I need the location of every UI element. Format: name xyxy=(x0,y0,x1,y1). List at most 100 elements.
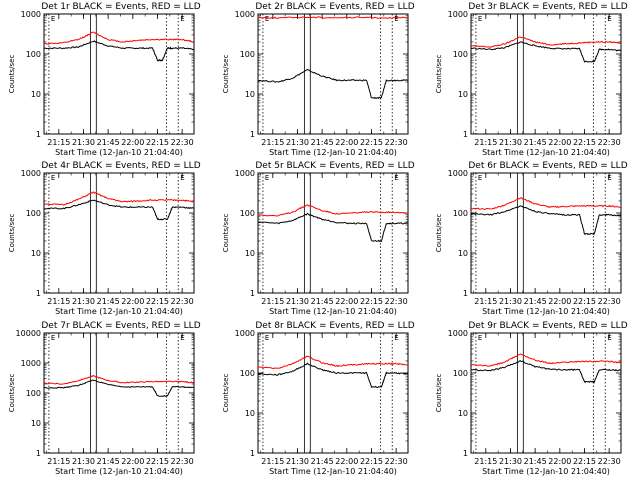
plot-frame xyxy=(43,172,195,294)
y-tick-label: 1000 xyxy=(235,329,255,338)
series-lld-line xyxy=(470,197,622,210)
x-tick-label: 22:30 xyxy=(385,457,408,466)
y-axis-label: Counts/sec xyxy=(8,214,16,253)
y-axis-label: Counts/sec xyxy=(222,214,230,253)
panel-title: Det 8r BLACK = Events, RED = LLD xyxy=(255,321,414,331)
x-tick-label: 21:45 xyxy=(311,138,334,147)
x-tick-label: 21:15 xyxy=(474,457,497,466)
y-tick-label: 1 xyxy=(250,449,255,458)
x-tick-label: 21:45 xyxy=(97,138,120,147)
x-tick-label: 21:45 xyxy=(97,297,120,306)
marker-label: E xyxy=(478,15,482,23)
x-tick-label: 22:00 xyxy=(121,457,144,466)
x-tick-label: 22:30 xyxy=(385,297,408,306)
panel-title: Det 1r BLACK = Events, RED = LLD xyxy=(41,2,200,12)
y-tick-label: 1 xyxy=(36,449,41,458)
y-tick-label: 10 xyxy=(31,249,41,258)
y-tick-label: 1 xyxy=(463,289,468,298)
x-tick-label: 22:00 xyxy=(335,457,358,466)
series-lld-line xyxy=(43,375,195,385)
series-events-line xyxy=(257,69,409,100)
panel-title: Det 7r BLACK = Events, RED = LLD xyxy=(41,321,200,331)
series-events-line xyxy=(43,199,195,221)
x-tick-label: 21:30 xyxy=(286,297,309,306)
x-tick-label: 21:45 xyxy=(524,138,547,147)
series-events-line xyxy=(43,40,195,62)
y-tick-label: 100 xyxy=(26,209,41,218)
y-axis-label: Counts/sec xyxy=(222,55,230,94)
x-tick-label: 21:30 xyxy=(72,457,95,466)
x-axis-label: Start Time (12-Jan-10 21:04:40) xyxy=(482,148,610,157)
series-lld-line xyxy=(470,36,622,48)
series-lld-line xyxy=(43,191,195,206)
panel-8: Det 8r BLACK = Events, RED = LLDEE110100… xyxy=(222,321,415,476)
marker-label: E xyxy=(51,174,55,182)
x-tick-label: 22:00 xyxy=(548,138,571,147)
y-axis-label: Counts/sec xyxy=(435,374,443,413)
y-tick-label: 1 xyxy=(463,449,468,458)
y-tick-label: 10 xyxy=(458,90,468,99)
plot-frame xyxy=(43,13,195,135)
x-tick-label: 21:30 xyxy=(286,457,309,466)
series-events-line xyxy=(257,212,409,242)
series-events-line xyxy=(470,205,622,236)
y-tick-label: 1000 xyxy=(21,10,41,19)
x-tick-label: 21:15 xyxy=(261,457,284,466)
x-tick-label: 22:30 xyxy=(598,297,621,306)
x-tick-label: 22:30 xyxy=(171,297,194,306)
series-lld-line xyxy=(257,355,409,370)
panel-1: Det 1r BLACK = Events, RED = LLDEE110100… xyxy=(8,2,201,157)
y-axis-label: Counts/sec xyxy=(8,374,16,413)
y-axis-label: Counts/sec xyxy=(435,55,443,94)
x-tick-label: 22:30 xyxy=(598,138,621,147)
x-tick-label: 22:15 xyxy=(146,457,169,466)
series-lld-line xyxy=(470,353,622,367)
y-tick-label: 1 xyxy=(463,130,468,139)
panel-5: Det 5r BLACK = Events, RED = LLDEE110100… xyxy=(222,161,415,316)
x-tick-label: 21:30 xyxy=(499,138,522,147)
series-events-line xyxy=(470,41,622,63)
x-tick-label: 21:15 xyxy=(47,138,70,147)
y-tick-label: 1000 xyxy=(448,329,468,338)
x-axis-label: Start Time (12-Jan-10 21:04:40) xyxy=(55,148,183,157)
y-tick-label: 10 xyxy=(31,419,41,428)
marker-label: E xyxy=(51,15,55,23)
panel-title: Det 6r BLACK = Events, RED = LLD xyxy=(468,161,627,171)
x-tick-label: 22:30 xyxy=(598,457,621,466)
y-tick-label: 10 xyxy=(31,90,41,99)
x-tick-label: 21:15 xyxy=(474,297,497,306)
panel-title: Det 4r BLACK = Events, RED = LLD xyxy=(41,161,200,171)
series-events-line xyxy=(43,379,195,397)
marker-label: E xyxy=(51,334,55,342)
x-tick-label: 21:30 xyxy=(286,138,309,147)
x-tick-label: 22:15 xyxy=(360,138,383,147)
x-tick-label: 22:15 xyxy=(146,297,169,306)
y-tick-label: 100 xyxy=(26,389,41,398)
marker-label: E xyxy=(478,334,482,342)
panel-3: Det 3r BLACK = Events, RED = LLDEE110100… xyxy=(435,2,628,157)
y-tick-label: 10 xyxy=(245,249,255,258)
y-tick-label: 10 xyxy=(458,409,468,418)
series-events-line xyxy=(470,360,622,384)
marker-label: E xyxy=(265,15,269,23)
x-tick-label: 22:15 xyxy=(146,138,169,147)
y-tick-label: 1 xyxy=(250,289,255,298)
x-tick-label: 21:30 xyxy=(72,297,95,306)
y-tick-label: 10 xyxy=(245,90,255,99)
x-tick-label: 21:15 xyxy=(261,297,284,306)
x-tick-label: 21:45 xyxy=(524,457,547,466)
panel-2: Det 2r BLACK = Events, RED = LLDEE110100… xyxy=(222,2,415,157)
x-tick-label: 22:15 xyxy=(573,297,596,306)
x-tick-label: 21:45 xyxy=(524,297,547,306)
x-axis-label: Start Time (12-Jan-10 21:04:40) xyxy=(269,148,397,157)
x-tick-label: 22:15 xyxy=(573,138,596,147)
y-tick-label: 1 xyxy=(250,130,255,139)
y-tick-label: 10 xyxy=(458,249,468,258)
x-axis-label: Start Time (12-Jan-10 21:04:40) xyxy=(482,307,610,316)
panel-4: Det 4r BLACK = Events, RED = LLDEE110100… xyxy=(8,161,201,316)
x-tick-label: 21:30 xyxy=(72,138,95,147)
plot-frame xyxy=(257,13,409,135)
y-tick-label: 100 xyxy=(453,50,468,59)
x-axis-label: Start Time (12-Jan-10 21:04:40) xyxy=(55,307,183,316)
